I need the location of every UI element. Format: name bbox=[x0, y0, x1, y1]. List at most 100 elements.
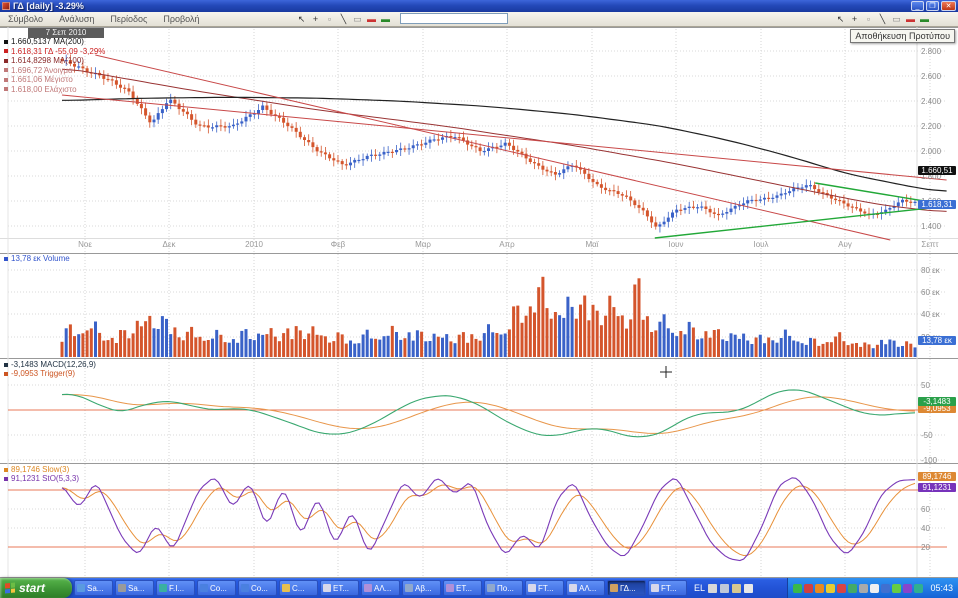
shield-icon[interactable] bbox=[732, 583, 742, 593]
macd-axis-tick: -100 bbox=[921, 456, 938, 465]
taskbar-button-1[interactable]: Sa... bbox=[74, 580, 113, 596]
x-axis-month-label: Απρ bbox=[499, 240, 515, 249]
save-template-icon[interactable]: ▬ bbox=[381, 14, 390, 24]
taskbar-button-8[interactable]: ΑΛ... bbox=[361, 580, 400, 596]
language-indicator[interactable]: EL bbox=[694, 583, 706, 593]
restore-button[interactable]: ❐ bbox=[926, 1, 939, 11]
stoch-legend-line: 91,1231 StO(5,3,3) bbox=[4, 474, 79, 483]
text-tool-icon[interactable]: ▭ bbox=[353, 14, 362, 24]
close-button[interactable]: ✕ bbox=[941, 1, 956, 11]
legend-text: 1.696,72 Άνοιγμα bbox=[11, 65, 73, 75]
task-button-label: F.I... bbox=[169, 583, 185, 593]
crosshair-icon[interactable]: + bbox=[312, 14, 319, 24]
task-button-label: Sa... bbox=[128, 583, 145, 593]
price-legend-line: 1.660,5137 ΜΑ(200) bbox=[4, 37, 84, 46]
taskbar-button-10[interactable]: ΕΤ... bbox=[443, 580, 482, 596]
legend-text: 89,1746 Slow(3) bbox=[11, 465, 70, 474]
taskbar-button-14[interactable]: ΓΔ... bbox=[607, 580, 646, 596]
legend-text: 1.614,8298 ΜΑ(100) bbox=[11, 56, 84, 65]
display-icon[interactable] bbox=[720, 583, 730, 593]
window-title: ΓΔ [daily] -3.29% bbox=[13, 1, 84, 11]
trendline-tool-icon[interactable]: ╲ bbox=[879, 14, 886, 24]
taskbar-button-5[interactable]: Co... bbox=[238, 580, 277, 596]
task-window-icon bbox=[200, 584, 208, 592]
chart-canvas[interactable] bbox=[0, 27, 958, 578]
macd-axis-tick: -50 bbox=[921, 431, 933, 440]
legend-bullet bbox=[4, 371, 8, 376]
pointer-icon[interactable]: ↖ bbox=[297, 14, 306, 24]
task-button-label: Αβ... bbox=[415, 583, 432, 593]
taskbar-button-3[interactable]: F.I... bbox=[156, 580, 195, 596]
system-tray: 05:43 bbox=[787, 578, 958, 598]
x-axis-month-label: Σεπτ bbox=[921, 240, 939, 249]
task-window-icon bbox=[323, 584, 331, 592]
tray-icon-2[interactable] bbox=[804, 583, 814, 593]
legend-text: 13,78 εκ Volume bbox=[11, 254, 70, 263]
task-window-icon bbox=[528, 584, 536, 592]
menu-item-3[interactable]: Περίοδος bbox=[110, 14, 148, 24]
delete-template-icon[interactable]: ▬ bbox=[367, 14, 376, 24]
help-icon[interactable] bbox=[744, 583, 754, 593]
taskbar-button-6[interactable]: C... bbox=[279, 580, 318, 596]
price-axis-tick: 2.000 bbox=[921, 147, 942, 156]
tray-icon-10[interactable] bbox=[892, 583, 902, 593]
legend-text: 1.618,31 ΓΔ -55,09 -3,29% bbox=[11, 46, 106, 56]
trendline-tool-icon[interactable]: ╲ bbox=[340, 14, 347, 24]
task-window-icon bbox=[118, 584, 126, 592]
pointer-icon[interactable]: ↖ bbox=[836, 14, 845, 24]
menu-item-4[interactable]: Προβολή bbox=[163, 14, 200, 24]
tray-icon-11[interactable] bbox=[903, 583, 913, 593]
save-template-icon[interactable]: ▬ bbox=[920, 14, 929, 24]
pen-icon[interactable] bbox=[708, 583, 718, 593]
tray-icon-4[interactable] bbox=[826, 583, 836, 593]
taskbar-button-15[interactable]: FT... bbox=[648, 580, 687, 596]
delete-template-icon[interactable]: ▬ bbox=[906, 14, 915, 24]
taskbar-button-12[interactable]: FT... bbox=[525, 580, 564, 596]
task-window-icon bbox=[405, 584, 413, 592]
menu-item-2[interactable]: Ανάλυση bbox=[59, 14, 95, 24]
task-window-icon bbox=[569, 584, 577, 592]
macd-value-badge: -3,1483 bbox=[918, 397, 956, 406]
tray-icon-12[interactable] bbox=[914, 583, 924, 593]
taskbar-button-9[interactable]: Αβ... bbox=[402, 580, 441, 596]
tray-icon-1[interactable] bbox=[793, 583, 803, 593]
taskbar-button-4[interactable]: Co... bbox=[197, 580, 236, 596]
taskbar-button-2[interactable]: Sa... bbox=[115, 580, 154, 596]
title-bar: ΓΔ [daily] -3.29% _ ❐ ✕ bbox=[0, 0, 958, 12]
tray-icon-6[interactable] bbox=[848, 583, 858, 593]
ma200-value-badge: 1.660,51 bbox=[918, 166, 956, 175]
legend-bullet bbox=[4, 68, 8, 72]
minimize-button[interactable]: _ bbox=[911, 1, 924, 11]
x-axis-month-label: Φεβ bbox=[330, 240, 346, 249]
task-button-label: Co... bbox=[210, 583, 227, 593]
legend-bullet bbox=[4, 77, 8, 82]
macd-legend-line: -3,1483 MACD(12,26,9) bbox=[4, 360, 96, 369]
macd-axis-tick: 50 bbox=[921, 381, 930, 390]
tray-icon-7[interactable] bbox=[859, 583, 869, 593]
zoom-box-icon[interactable]: ▫ bbox=[327, 14, 332, 24]
task-button-label: ΑΛ... bbox=[579, 583, 597, 593]
legend-bullet bbox=[4, 362, 8, 367]
tray-icon-5[interactable] bbox=[837, 583, 847, 593]
symbol-input[interactable] bbox=[400, 13, 508, 24]
stoch-slow-value-badge: 89,1746 bbox=[918, 472, 956, 481]
menu-item-1[interactable]: Σύμβολο bbox=[8, 14, 44, 24]
tray-icon-8[interactable] bbox=[870, 583, 880, 593]
start-button[interactable]: start bbox=[0, 578, 72, 598]
price-axis-tick: 1.800 bbox=[921, 172, 942, 181]
task-button-label: Sa... bbox=[87, 583, 104, 593]
price-legend-line: 1.618,00 Ελάχιστο bbox=[4, 85, 77, 94]
zoom-box-icon[interactable]: ▫ bbox=[866, 14, 871, 24]
task-window-icon bbox=[364, 584, 372, 592]
price-legend-line: 1.696,72 Άνοιγμα bbox=[4, 66, 73, 75]
tray-icon-9[interactable] bbox=[881, 583, 891, 593]
taskbar-button-11[interactable]: Πο... bbox=[484, 580, 523, 596]
toolbar-left: ↖ + ▫ ╲ ▭ ▬ ▬ bbox=[296, 14, 391, 25]
task-window-icon bbox=[282, 584, 290, 592]
text-tool-icon[interactable]: ▭ bbox=[892, 14, 901, 24]
crosshair-icon[interactable]: + bbox=[851, 14, 858, 24]
taskbar-button-13[interactable]: ΑΛ... bbox=[566, 580, 605, 596]
taskbar-button-7[interactable]: ΕΤ... bbox=[320, 580, 359, 596]
tray-icon-3[interactable] bbox=[815, 583, 825, 593]
x-axis-month-label: Μαρ bbox=[415, 240, 431, 249]
